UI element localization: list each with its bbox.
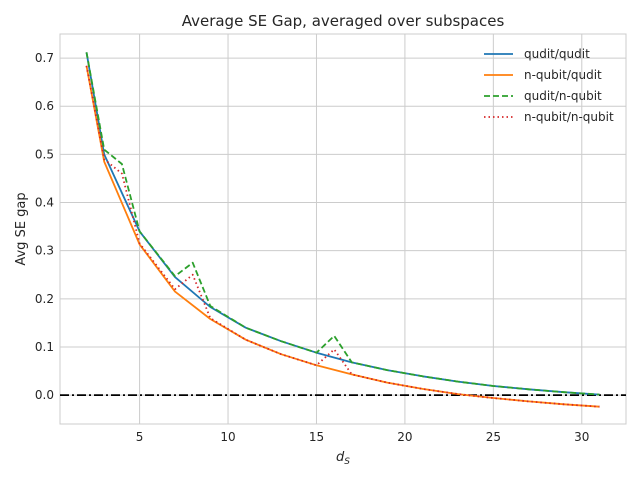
y-tick-label: 0.1 (35, 340, 54, 354)
y-tick-label: 0.2 (35, 292, 54, 306)
legend-entry: n-qubit/n-qubit (524, 110, 614, 124)
x-tick-label: 10 (220, 430, 235, 444)
y-tick-label: 0.3 (35, 244, 54, 258)
plot-frame (59, 33, 627, 425)
y-tick-labels: 0.0 0.1 0.2 0.3 0.4 0.5 0.6 0.7 (35, 51, 54, 402)
x-tick-label: 5 (136, 430, 144, 444)
x-tick-label: 15 (309, 430, 324, 444)
x-axis-label-base: d (336, 450, 345, 465)
y-tick-label: 0.0 (35, 388, 54, 402)
series-line-n-qubit-n-qubit (85, 65, 600, 408)
legend: qudit/qudit n-qubit/qudit qudit/n-qubit n-q… (484, 47, 614, 124)
y-axis-label: Avg SE gap (14, 192, 29, 265)
series-line-n-qubit-qudit (85, 65, 600, 408)
y-tick-label: 0.7 (35, 51, 54, 65)
x-axis-label-subscript: S (344, 457, 350, 467)
legend-entry: n-qubit/qudit (524, 68, 602, 82)
chart-title: Average SE Gap, averaged over subspaces (182, 12, 505, 30)
grid (60, 34, 626, 424)
x-axis-label: dS (336, 450, 350, 467)
x-tick-label: 30 (574, 430, 589, 444)
x-tick-label: 20 (397, 430, 412, 444)
x-tick-label: 25 (486, 430, 501, 444)
y-tick-label: 0.4 (35, 196, 54, 210)
legend-entry: qudit/n-qubit (524, 89, 602, 103)
legend-entry: qudit/qudit (524, 47, 590, 61)
y-tick-label: 0.6 (35, 99, 54, 113)
y-tick-label: 0.5 (35, 147, 54, 161)
series-line-qudit-n-qubit (85, 52, 600, 396)
series-line-qudit-qudit (85, 52, 600, 396)
series-group (85, 52, 600, 408)
x-tick-labels: 5 10 15 20 25 30 (136, 430, 590, 444)
